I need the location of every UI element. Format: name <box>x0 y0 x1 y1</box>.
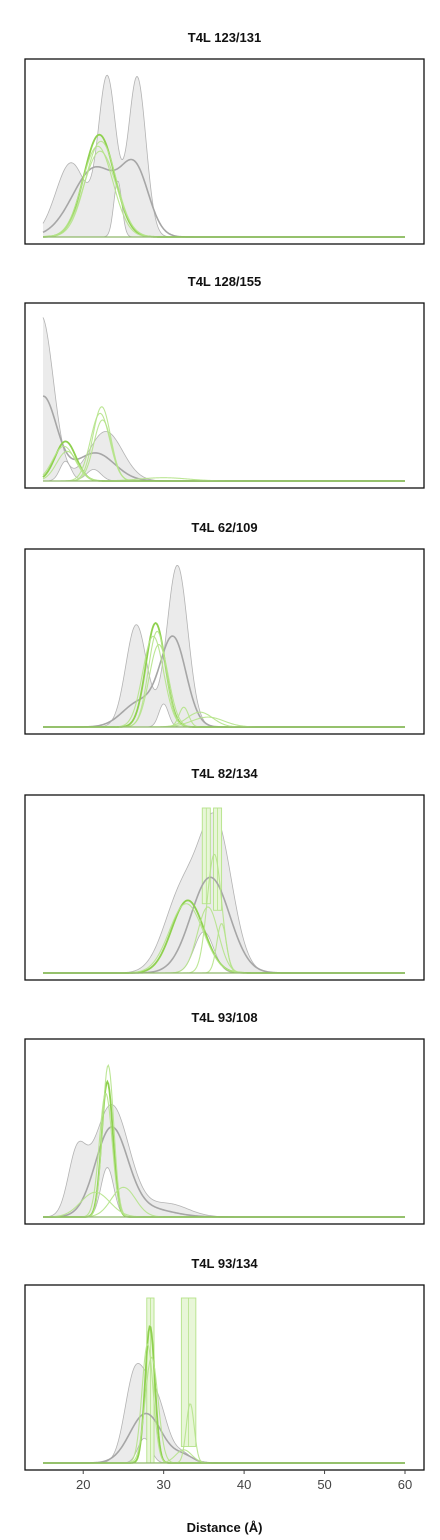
plot-area <box>42 74 405 238</box>
green-line-2 <box>43 630 405 728</box>
green-line-5 <box>43 1449 405 1464</box>
gray-mean-line <box>43 1412 405 1464</box>
panel-frame <box>24 58 425 245</box>
gray-band-upper <box>43 564 405 728</box>
x-tick-label: 30 <box>156 1477 170 1492</box>
panel-title: T4L 123/131 <box>188 30 261 45</box>
panel-title: T4L 93/134 <box>191 1256 258 1271</box>
gray-band-upper <box>43 1363 405 1464</box>
plot-area <box>43 807 405 974</box>
green-line-4 <box>43 643 405 728</box>
panel-title: T4L 128/155 <box>188 274 261 289</box>
panel-frame <box>24 1284 425 1471</box>
panel-5: T4L 93/108 <box>24 1010 425 1225</box>
panel-1: T4L 123/131 <box>24 30 425 245</box>
x-tick-label: 20 <box>76 1477 90 1492</box>
gray-band <box>43 812 405 973</box>
plot-area <box>42 317 405 482</box>
x-tick-label: 40 <box>237 1477 251 1492</box>
green-line-1 <box>43 1325 405 1464</box>
panel-3: T4L 62/109 <box>24 520 425 735</box>
plot-area <box>43 564 405 728</box>
green-line-3 <box>43 1356 405 1464</box>
panels: T4L 123/131 T4L 128/155 T4L 62/109 T4L 82/1… <box>24 30 425 1471</box>
gray-band <box>43 1363 405 1463</box>
x-tick-label: 60 <box>398 1477 412 1492</box>
gray-band-lower <box>43 1437 405 1464</box>
green-line-4 <box>43 1403 405 1464</box>
x-tick-label: 50 <box>317 1477 331 1492</box>
gray-band <box>43 1104 405 1217</box>
gray-mean-line <box>43 635 405 728</box>
panel-6: T4L 93/134 <box>24 1256 425 1471</box>
x-axis: 20 30 40 50 60 <box>76 1470 412 1492</box>
panel-frame <box>24 302 425 489</box>
panel-frame <box>24 794 425 981</box>
panel-title: T4L 93/108 <box>191 1010 257 1025</box>
plot-area <box>42 1064 405 1218</box>
panel-4: T4L 82/134 <box>24 766 425 981</box>
panel-title: T4L 82/134 <box>191 766 258 781</box>
panel-frame <box>24 548 425 735</box>
x-axis-label: Distance (Å) <box>187 1520 263 1535</box>
gray-band <box>43 565 405 727</box>
panel-2: T4L 128/155 <box>24 274 425 489</box>
gray-band <box>43 317 405 481</box>
green-line-1 <box>43 622 405 728</box>
plot-area <box>43 1297 405 1464</box>
green-line-6 <box>43 711 405 728</box>
green-line-2 <box>43 1343 405 1464</box>
green-line-3 <box>43 635 405 728</box>
panel-title: T4L 62/109 <box>191 520 257 535</box>
gray-band <box>43 75 405 237</box>
gray-band-lower <box>43 703 405 728</box>
panel-frame <box>24 1038 425 1225</box>
